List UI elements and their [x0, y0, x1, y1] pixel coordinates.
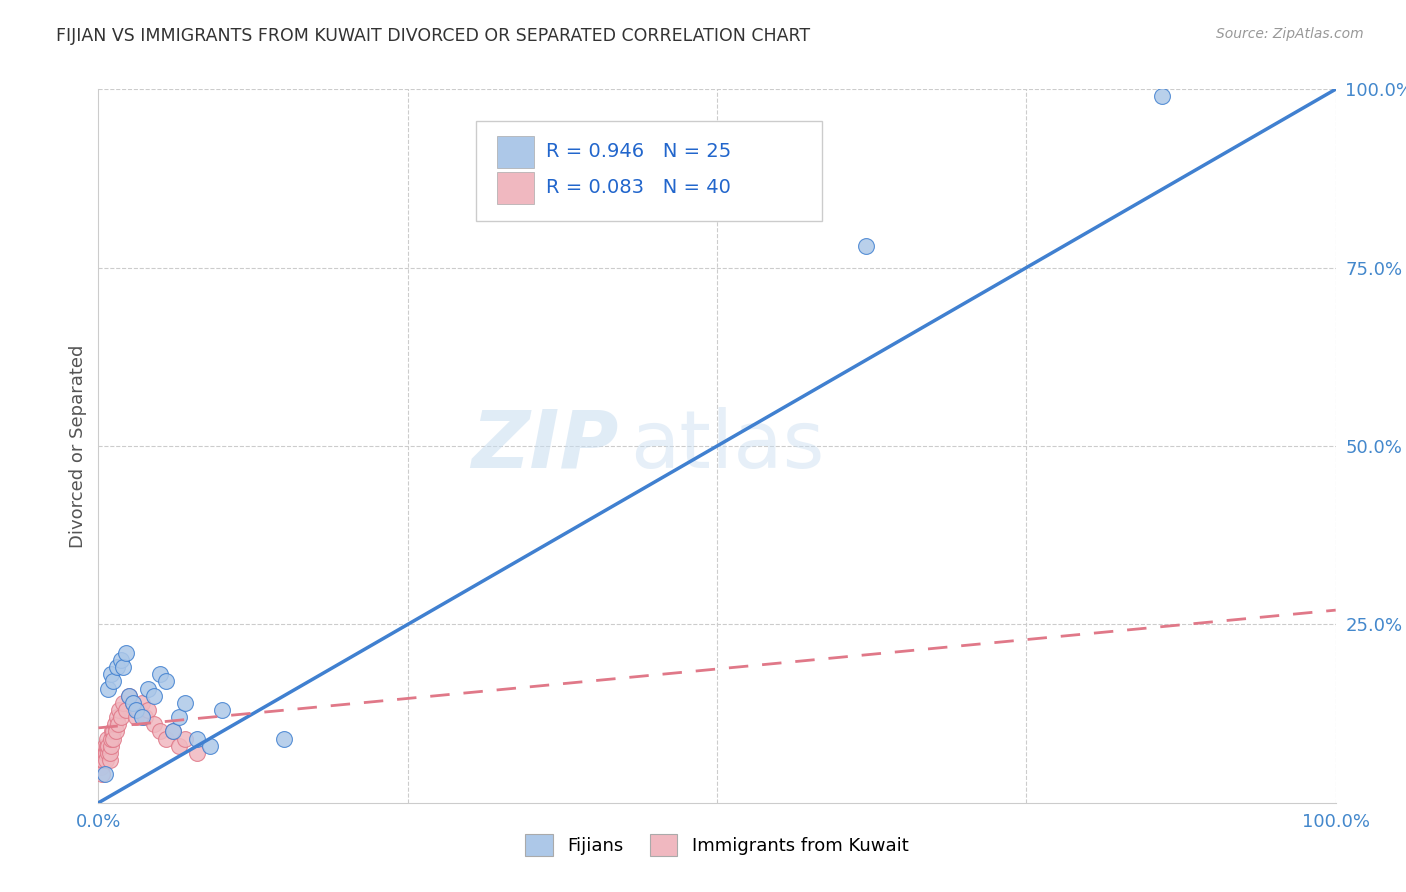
FancyBboxPatch shape — [475, 121, 823, 221]
Point — [112, 660, 135, 674]
Point — [167, 739, 190, 753]
Point — [103, 674, 125, 689]
Point — [122, 696, 145, 710]
Point — [162, 724, 184, 739]
Point — [136, 681, 159, 696]
Point — [149, 667, 172, 681]
Point — [186, 746, 208, 760]
Point — [198, 739, 221, 753]
Text: Source: ZipAtlas.com: Source: ZipAtlas.com — [1216, 27, 1364, 41]
Point — [110, 710, 132, 724]
Point — [143, 717, 166, 731]
Point — [91, 767, 114, 781]
Point — [107, 717, 129, 731]
Point — [94, 746, 117, 760]
Point — [114, 703, 136, 717]
Point — [273, 731, 295, 746]
Legend: Fijians, Immigrants from Kuwait: Fijians, Immigrants from Kuwait — [516, 825, 918, 865]
Point — [104, 724, 127, 739]
Point — [143, 689, 166, 703]
Point — [134, 710, 156, 724]
Point — [122, 696, 145, 710]
Point — [174, 731, 197, 746]
Point — [93, 753, 115, 767]
FancyBboxPatch shape — [496, 136, 534, 168]
Text: FIJIAN VS IMMIGRANTS FROM KUWAIT DIVORCED OR SEPARATED CORRELATION CHART: FIJIAN VS IMMIGRANTS FROM KUWAIT DIVORCE… — [56, 27, 810, 45]
Point — [108, 703, 131, 717]
Point — [124, 703, 146, 717]
Point — [96, 739, 118, 753]
Point — [96, 731, 118, 746]
Point — [105, 710, 128, 724]
Point — [131, 710, 153, 724]
Text: R = 0.083   N = 40: R = 0.083 N = 40 — [547, 178, 731, 197]
Point — [97, 681, 120, 696]
Point — [855, 239, 877, 253]
Point — [103, 717, 125, 731]
Point — [155, 731, 177, 746]
FancyBboxPatch shape — [496, 171, 534, 203]
Point — [127, 703, 149, 717]
Point — [118, 689, 141, 703]
Point — [167, 710, 190, 724]
Point — [93, 739, 115, 753]
Point — [97, 746, 120, 760]
Point — [100, 667, 122, 681]
Point — [97, 739, 120, 753]
Point — [149, 724, 172, 739]
Point — [110, 653, 132, 667]
Point — [174, 696, 197, 710]
Point — [118, 689, 141, 703]
Text: atlas: atlas — [630, 407, 825, 485]
Point — [103, 731, 125, 746]
Point — [100, 731, 122, 746]
Y-axis label: Divorced or Separated: Divorced or Separated — [69, 344, 87, 548]
Point — [112, 696, 135, 710]
Point — [1152, 89, 1174, 103]
Text: ZIP: ZIP — [471, 407, 619, 485]
Point — [162, 724, 184, 739]
Point — [98, 753, 121, 767]
Point — [131, 696, 153, 710]
Point — [211, 703, 233, 717]
Point — [93, 746, 115, 760]
Point — [105, 660, 128, 674]
Point — [124, 710, 146, 724]
Point — [100, 739, 122, 753]
Point — [114, 646, 136, 660]
Point — [103, 724, 125, 739]
Point — [155, 674, 177, 689]
Point — [136, 703, 159, 717]
Point — [101, 724, 124, 739]
Point — [93, 767, 115, 781]
Point — [94, 753, 117, 767]
Point — [98, 746, 121, 760]
Point — [90, 760, 112, 774]
Text: R = 0.946   N = 25: R = 0.946 N = 25 — [547, 143, 731, 161]
Point — [186, 731, 208, 746]
